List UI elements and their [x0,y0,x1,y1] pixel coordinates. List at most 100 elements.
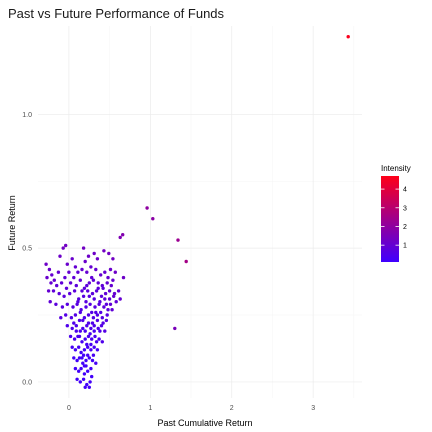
data-point [67,270,71,274]
data-point [107,251,111,256]
data-point [104,318,109,323]
data-point [55,283,59,288]
data-point [81,294,86,298]
data-point [78,310,83,315]
data-point [81,353,86,357]
data-point [75,358,79,363]
data-point [88,332,92,336]
data-point [82,286,87,290]
data-point [84,305,88,309]
data-point [91,353,96,357]
data-point [145,206,149,210]
data-point [110,308,114,312]
data-point [45,275,49,280]
data-point [73,348,78,352]
data-point [72,275,76,280]
data-point [72,337,77,341]
data-point [63,275,67,280]
legend-tick-label: 1 [403,243,407,250]
data-point [86,353,90,357]
data-point [57,291,61,296]
data-point [79,308,83,312]
data-point [94,267,98,272]
x-tick-label: 3 [311,405,315,412]
data-point [81,318,85,323]
data-point [71,305,75,309]
data-point [96,326,100,331]
data-point [50,273,54,277]
data-point [61,246,65,250]
data-point [92,297,96,301]
data-point [101,321,105,325]
data-point [92,324,96,328]
data-point [87,385,92,389]
data-point [118,297,122,301]
data-point [44,262,48,266]
data-point [86,254,91,258]
data-point [89,265,93,269]
points-layer [44,35,350,389]
data-point [92,345,96,349]
data-point [105,313,109,317]
data-point [68,334,73,339]
data-point [59,281,64,285]
data-point [82,364,87,368]
data-point [112,294,116,298]
data-point [80,267,84,272]
data-point [99,324,104,328]
data-point [77,345,81,349]
data-point [173,326,177,331]
data-point [91,278,96,282]
y-axis-label: Future Return [7,195,17,251]
data-point [90,275,94,280]
data-point [106,275,110,280]
data-point [94,340,99,344]
data-point [78,278,83,282]
data-point [176,238,180,242]
data-point [98,300,102,304]
data-point [90,310,94,315]
data-point [98,329,102,333]
data-point [88,302,92,306]
data-point [72,289,77,293]
data-point [65,302,70,306]
data-point [95,257,100,261]
data-point [91,316,96,320]
data-point [62,294,66,298]
data-point [81,326,85,331]
data-point [78,380,83,384]
data-point [85,342,89,347]
data-point [86,321,91,325]
data-point [92,251,96,256]
data-point [77,334,82,339]
data-point [81,377,86,381]
x-tick-label: 1 [148,405,152,412]
data-point [92,329,96,333]
data-point [104,302,109,306]
data-point [107,297,112,301]
data-point [82,316,87,320]
data-point [65,324,70,328]
legend-title: Intensity [381,164,411,173]
data-point [63,313,68,317]
data-point [94,361,98,365]
data-point [70,345,74,349]
data-point [82,348,87,352]
legend-tick-label: 4 [403,187,407,194]
data-point [64,286,69,290]
data-point [86,313,91,317]
data-point [69,316,74,320]
data-point [89,348,93,352]
data-point [74,283,79,288]
data-point [108,267,113,272]
data-point [49,281,53,285]
data-point [68,281,73,285]
data-point [85,283,89,288]
data-point [112,291,117,296]
data-point [114,300,118,304]
data-point [79,350,83,355]
data-point [101,286,105,290]
data-point [86,369,90,373]
data-point [70,326,74,331]
